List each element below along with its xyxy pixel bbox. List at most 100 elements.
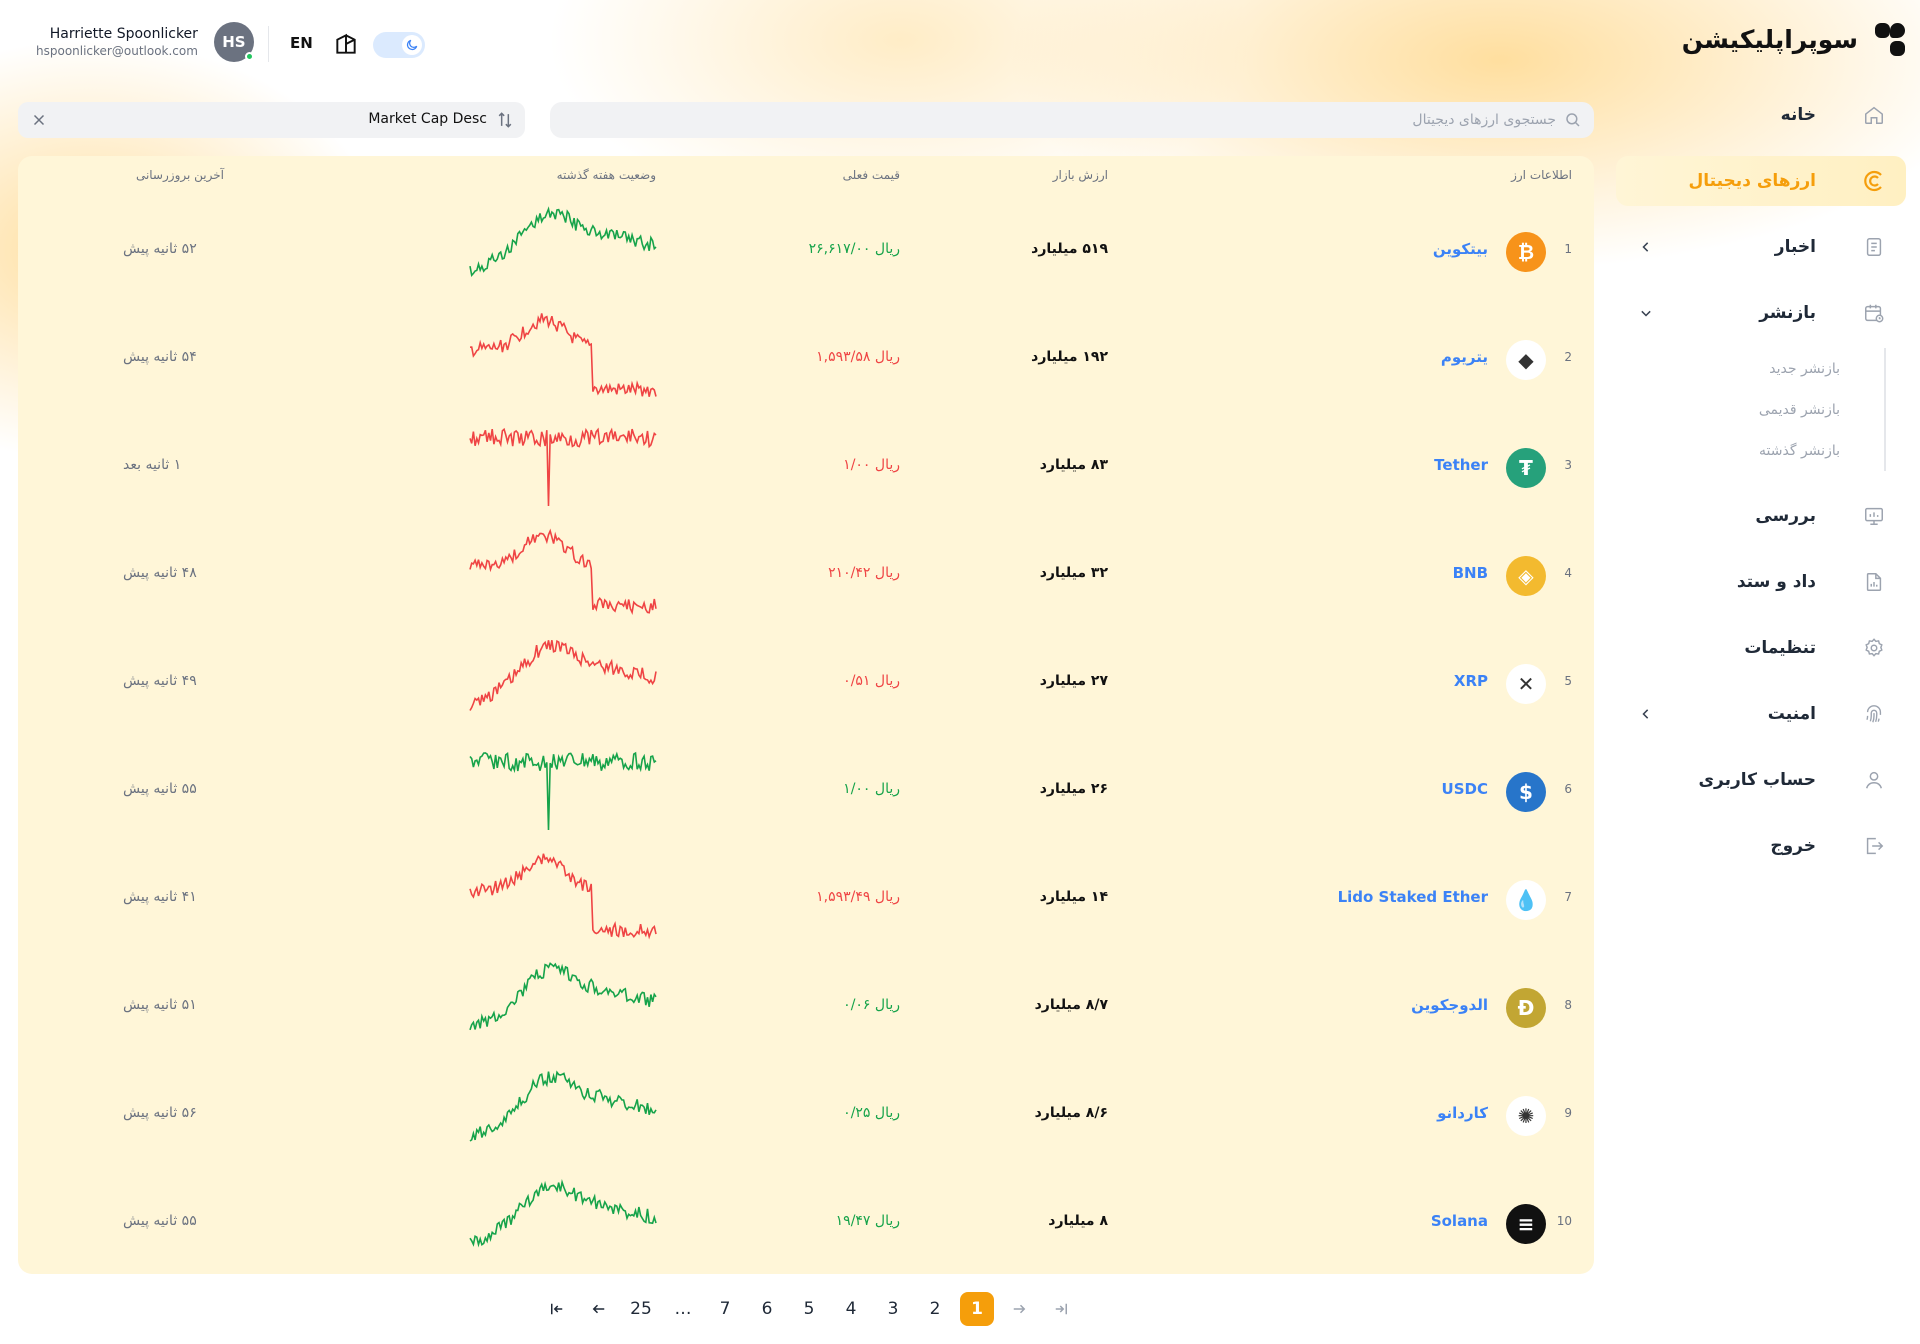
sort-select[interactable]: Market Cap Desc — [18, 102, 525, 138]
row-rank: 1 — [1564, 242, 1572, 256]
language-switch[interactable]: EN — [290, 34, 313, 52]
page-button-6[interactable]: 6 — [761, 1299, 773, 1319]
table-row[interactable]: 7 💧 Lido Staked Ether ۱۴ میلیارد ریال ۱,۵۹۳/… — [18, 846, 1594, 954]
sidebar-item-label: بازنشر — [1759, 303, 1816, 323]
chevron-left-icon — [1636, 704, 1656, 724]
page-button-3[interactable]: 3 — [887, 1299, 899, 1319]
market-cap-value: ۸/۶ میلیارد — [1034, 1105, 1108, 1121]
avatar[interactable]: HS — [213, 22, 254, 62]
sparkline-path — [469, 528, 657, 616]
sidebar-item-review[interactable]: بررسی — [1616, 491, 1906, 541]
last-page-button[interactable] — [1044, 1292, 1078, 1326]
coin-name-link[interactable]: USDC — [1441, 780, 1488, 798]
sidebar-item-logout[interactable]: خروج — [1616, 821, 1906, 871]
brand[interactable]: سوپراپلیکیشن — [1682, 22, 1906, 56]
sparkline-chart — [469, 206, 657, 278]
price-value: ریال ۰/۵۱ — [843, 673, 900, 689]
file-chart-icon — [1862, 570, 1886, 594]
sparkline-chart — [469, 639, 657, 711]
next-page-button[interactable] — [1002, 1292, 1036, 1326]
first-page-button[interactable] — [540, 1292, 574, 1326]
row-rank: 8 — [1564, 998, 1572, 1012]
table-row[interactable]: 5 ✕ XRP ۲۷ میلیارد ریال ۰/۵۱ ۴۹ ثانیه پیش — [18, 630, 1594, 738]
table-row[interactable]: 9 ✺ کاردانو ۸/۶ میلیارد ریال ۰/۲۵ ۵۶ ثانیه پی… — [18, 1062, 1594, 1170]
page-button-current[interactable]: 1 — [960, 1292, 994, 1326]
page-button-4[interactable]: 4 — [845, 1299, 857, 1319]
page-button-5[interactable]: 5 — [803, 1299, 815, 1319]
sidebar-item-security[interactable]: امنیت — [1616, 689, 1906, 739]
chevron-left-icon — [1636, 237, 1656, 257]
prev-page-button[interactable] — [582, 1292, 616, 1326]
table-row[interactable]: 1 ₿ بیتکوین ۵۱۹ میلیارد ریال ۲۶,۶۱۷/۰۰ ۵۲ ثان… — [18, 198, 1594, 306]
row-rank: 7 — [1564, 890, 1572, 904]
sidebar-item-label: امنیت — [1767, 704, 1816, 724]
sparkline-chart — [469, 1070, 657, 1142]
sidebar-item-settings[interactable]: تنظیمات — [1616, 623, 1906, 673]
sparkline-path — [469, 206, 657, 278]
table-row[interactable]: 10 ≡ Solana ۸ میلیارد ریال ۱۹/۴۷ ۵۵ ثانیه پیش — [18, 1170, 1594, 1278]
sidebar-item-republish[interactable]: بازنشر — [1616, 288, 1906, 338]
subnav-item-past[interactable]: بازنشر گذشته — [1759, 442, 1840, 459]
table-row[interactable]: 6 $ USDC ۲۶ میلیارد ریال ۱/۰۰ ۵۵ ثانیه پیش — [18, 738, 1594, 846]
page-button-2[interactable]: 2 — [929, 1299, 941, 1319]
coin-name-link[interactable]: کاردانو — [1437, 1104, 1488, 1122]
table-row[interactable]: 4 ◈ BNB ۳۲ میلیارد ریال ۲۱۰/۴۲ ۴۸ ثانیه پیش — [18, 522, 1594, 630]
sidebar-item-home[interactable]: خانه — [1616, 90, 1906, 140]
price-value: ریال ۰/۰۶ — [843, 997, 900, 1013]
search-input[interactable] — [656, 102, 1556, 138]
coin-name-link[interactable]: یتریوم — [1440, 348, 1488, 366]
search-bar[interactable] — [550, 102, 1594, 138]
user-name: Harriette Spoonlicker — [49, 25, 198, 42]
sidebar-item-trade[interactable]: داد و ستد — [1616, 557, 1906, 607]
bnb-icon: ◈ — [1506, 556, 1546, 596]
main-nav: خانه ارزهای دیجیتال اخبار بازنشر بازنشر … — [1600, 90, 1920, 887]
subnav-item-new[interactable]: بازنشر جدید — [1769, 360, 1840, 377]
coin-name-link[interactable]: XRP — [1453, 672, 1488, 690]
market-cap-value: ۱۹۲ میلیارد — [1031, 349, 1108, 365]
user-menu[interactable]: Harriette Spoonlicker hspoonlicker@outlo… — [36, 22, 254, 62]
sidebar-item-account[interactable]: حساب کاربری — [1616, 755, 1906, 805]
fingerprint-icon — [1862, 702, 1886, 726]
sparkline-path — [469, 962, 657, 1031]
page-button-25[interactable]: 25 — [630, 1299, 652, 1319]
user-email: hspoonlicker@outlook.com — [36, 43, 198, 58]
price-value: ریال ۱۹/۴۷ — [835, 1213, 900, 1229]
coin-name-link[interactable]: BNB — [1452, 564, 1488, 582]
row-rank: 9 — [1564, 1106, 1572, 1120]
theme-toggle[interactable] — [373, 32, 425, 58]
sidebar: سوپراپلیکیشن خانه ارزهای دیجیتال اخبار ب… — [1600, 0, 1920, 1344]
coin-name-link[interactable]: الدوجکوین — [1411, 996, 1488, 1014]
sparkline-chart — [469, 427, 657, 507]
subnav-line — [1884, 348, 1886, 471]
column-header-market-cap[interactable]: ارزش بازار — [1052, 168, 1108, 182]
crypto-table: اطلاعات ارز ارزش بازار قیمت فعلی وضعیت ه… — [18, 156, 1594, 1274]
coin-name-link[interactable]: Lido Staked Ether — [1337, 888, 1488, 906]
coin-name-link[interactable]: Tether — [1434, 456, 1488, 474]
sidebar-item-crypto[interactable]: ارزهای دیجیتال — [1616, 156, 1906, 206]
column-header-price[interactable]: قیمت فعلی — [842, 168, 900, 182]
subnav-item-old[interactable]: بازنشر قدیمی — [1758, 401, 1840, 418]
page-button-7[interactable]: 7 — [719, 1299, 731, 1319]
sidebar-item-label: داد و ستد — [1736, 572, 1816, 592]
layout-toggle-icon[interactable] — [333, 31, 359, 57]
market-cap-value: ۲۷ میلیارد — [1039, 673, 1108, 689]
close-icon[interactable] — [30, 111, 48, 129]
table-row[interactable]: 3 ₮ Tether ۸۳ میلیارد ریال ۱/۰۰ ۱ ثانیه بعد — [18, 414, 1594, 522]
coin-name-link[interactable]: بیتکوین — [1432, 240, 1488, 258]
search-icon — [1564, 111, 1582, 129]
cardano-icon: ✺ — [1506, 1096, 1546, 1136]
sidebar-item-label: اخبار — [1774, 237, 1816, 257]
sparkline-chart — [469, 751, 657, 831]
sidebar-item-label: ارزهای دیجیتال — [1688, 171, 1816, 191]
table-row[interactable]: 8 Ð الدوجکوین ۸/۷ میلیارد ریال ۰/۰۶ ۵۱ ثانیه … — [18, 954, 1594, 1062]
column-header-week[interactable]: وضعیت هفته گذشته — [556, 168, 656, 182]
price-value: ریال ۱,۵۹۳/۴۹ — [816, 889, 900, 905]
column-header-updated[interactable]: آخرین بروزرسانی — [135, 168, 224, 182]
sidebar-item-news[interactable]: اخبار — [1616, 222, 1906, 272]
table-row[interactable]: 2 ◆ یتریوم ۱۹۲ میلیارد ریال ۱,۵۹۳/۵۸ ۵۴ ثانیه… — [18, 306, 1594, 414]
coin-name-link[interactable]: Solana — [1430, 1212, 1488, 1230]
news-icon — [1862, 235, 1886, 259]
user-icon — [1862, 768, 1886, 792]
column-header-info[interactable]: اطلاعات ارز — [1511, 168, 1572, 182]
avatar-initials: HS — [222, 33, 246, 51]
